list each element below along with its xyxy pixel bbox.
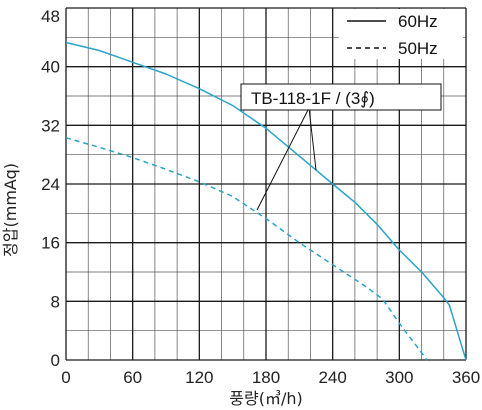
annotation-leader-50hz bbox=[256, 107, 310, 211]
x-tick-label: 360 bbox=[452, 368, 480, 387]
y-tick-label: 8 bbox=[51, 292, 60, 311]
x-tick-label: 240 bbox=[318, 368, 346, 387]
y-axis-title: 정압(mmAq) bbox=[1, 163, 20, 257]
x-tick-label: 60 bbox=[123, 368, 142, 387]
legend-box bbox=[339, 9, 463, 59]
annotation-box bbox=[240, 83, 442, 111]
x-tick-label: 300 bbox=[385, 368, 413, 387]
y-tick-label: 40 bbox=[41, 58, 60, 77]
legend: 60Hz 50Hz bbox=[339, 9, 463, 59]
series-layer bbox=[65, 41, 467, 361]
y-tick-label: 48 bbox=[41, 7, 60, 26]
series-line-60hz bbox=[65, 41, 467, 361]
y-tick-label: 24 bbox=[41, 175, 60, 194]
x-tick-label: 120 bbox=[185, 368, 213, 387]
y-tick-label: 16 bbox=[41, 234, 60, 253]
x-axis-title: 풍량(㎥/h) bbox=[229, 389, 302, 408]
series-line-50hz bbox=[65, 137, 428, 361]
x-tick-label: 180 bbox=[252, 368, 280, 387]
x-tick-label: 0 bbox=[61, 368, 70, 387]
legend-label-50hz: 50Hz bbox=[398, 39, 438, 58]
y-tick-label: 32 bbox=[41, 116, 60, 135]
annotation-text: TB-118-1F / (3∮) bbox=[251, 89, 375, 108]
legend-label-60hz: 60Hz bbox=[398, 12, 438, 31]
annotation-leader-60hz bbox=[308, 107, 317, 171]
model-annotation: TB-118-1F / (3∮) bbox=[240, 83, 442, 211]
y-tick-label: 0 bbox=[51, 351, 60, 370]
grid-major-lines bbox=[65, 7, 467, 361]
y-tick-labels: 0 8 16 24 32 40 48 bbox=[41, 7, 60, 370]
x-tick-labels: 0 60 120 180 240 300 360 bbox=[61, 368, 480, 387]
